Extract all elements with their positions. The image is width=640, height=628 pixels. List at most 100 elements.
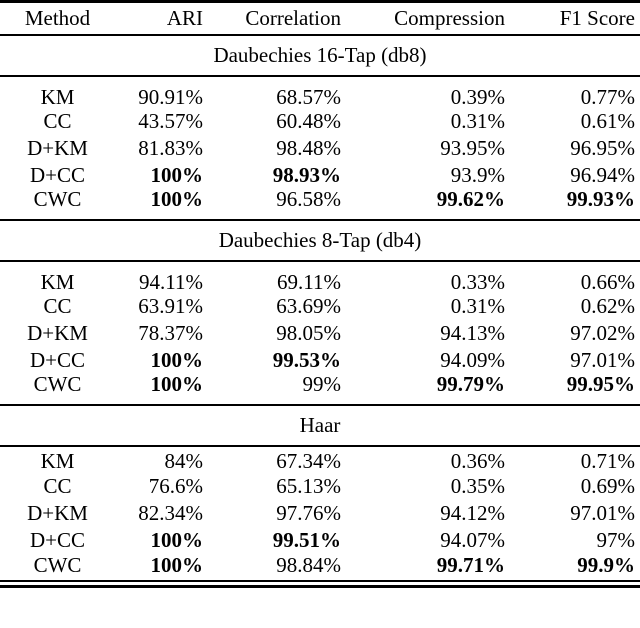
table-header: Method ARI Correlation Compression F1 Sc… <box>0 2 640 35</box>
section-title-db8: Daubechies 16-Tap (db8) <box>0 35 640 76</box>
correlation-cell: 98.48% <box>276 135 341 160</box>
method-cell: D+CC <box>29 162 86 187</box>
correlation-cell: 99.53% <box>272 347 341 372</box>
table-row: CWC 100% 99% 99.79% 99.95% <box>0 374 640 405</box>
correlation-cell: 98.93% <box>272 162 341 187</box>
method-cell: CWC <box>33 553 82 577</box>
results-table: Method ARI Correlation Compression F1 Sc… <box>0 0 640 581</box>
compression-cell: 0.39% <box>450 84 505 108</box>
table-row: CC 43.57% 60.48% 0.31% 0.61% <box>0 108 640 135</box>
f1-cell: 97.01% <box>570 500 635 525</box>
table-row: D+KM 81.83% 98.48% 93.95% 96.95% <box>0 135 640 162</box>
correlation-cell: 98.84% <box>276 553 341 577</box>
compression-cell: 93.9% <box>450 162 505 187</box>
method-cell: D+CC <box>29 347 86 372</box>
ari-cell: 100% <box>150 162 204 187</box>
ari-cell: 63.91% <box>138 293 203 318</box>
section-title-row: Daubechies 8-Tap (db4) <box>0 220 640 261</box>
ari-cell: 76.6% <box>148 473 203 498</box>
table-row: CC 76.6% 65.13% 0.35% 0.69% <box>0 473 640 500</box>
correlation-cell: 69.11% <box>277 269 341 293</box>
method-cell: D+KM <box>27 135 88 160</box>
f1-cell: 97.01% <box>570 347 635 372</box>
table-row: D+CC 100% 98.93% 93.9% 96.94% <box>0 162 640 189</box>
f1-cell: 0.71% <box>580 449 635 473</box>
table-row: D+CC 100% 99.53% 94.09% 97.01% <box>0 347 640 374</box>
col-header-correlation: Correlation <box>245 5 341 30</box>
compression-cell: 99.79% <box>436 373 505 396</box>
f1-cell: 97% <box>596 527 636 552</box>
ari-cell: 100% <box>150 527 204 552</box>
method-cell: D+CC <box>29 527 86 552</box>
method-cell: CC <box>43 293 72 318</box>
method-cell: CWC <box>33 188 82 211</box>
method-cell: CC <box>43 473 72 498</box>
compression-cell: 94.12% <box>440 500 505 525</box>
correlation-cell: 68.57% <box>276 84 341 108</box>
correlation-cell: 98.05% <box>276 320 341 345</box>
ari-cell: 81.83% <box>138 135 203 160</box>
f1-cell: 99.93% <box>566 188 635 211</box>
ari-cell: 100% <box>150 347 204 372</box>
f1-cell: 96.95% <box>570 135 635 160</box>
bottom-double-rule <box>0 584 640 588</box>
table-row: D+CC 100% 99.51% 94.07% 97% <box>0 527 640 554</box>
method-cell: D+KM <box>27 320 88 345</box>
method-cell: KM <box>40 449 75 473</box>
correlation-cell: 63.69% <box>276 293 341 318</box>
ari-cell: 100% <box>150 373 204 396</box>
compression-cell: 99.71% <box>436 553 505 577</box>
table-row: KM 90.91% 68.57% 0.39% 0.77% <box>0 76 640 108</box>
ari-cell: 90.91% <box>138 84 203 108</box>
section-title-haar: Haar <box>0 405 640 446</box>
f1-cell: 0.66% <box>580 269 635 293</box>
compression-cell: 0.35% <box>450 473 505 498</box>
compression-cell: 0.36% <box>450 449 505 473</box>
method-cell: CWC <box>33 373 82 396</box>
compression-cell: 94.07% <box>440 527 505 552</box>
ari-cell: 94.11% <box>139 269 203 293</box>
compression-cell: 94.13% <box>440 320 505 345</box>
table-row: KM 84% 67.34% 0.36% 0.71% <box>0 446 640 473</box>
ari-cell: 84% <box>164 449 204 473</box>
f1-cell: 99.95% <box>566 373 635 396</box>
f1-cell: 97.02% <box>570 320 635 345</box>
method-cell: KM <box>40 269 75 293</box>
ari-cell: 82.34% <box>138 500 203 525</box>
f1-cell: 96.94% <box>570 162 635 187</box>
method-cell: CC <box>43 108 72 133</box>
compression-cell: 0.31% <box>450 293 505 318</box>
compression-cell: 94.09% <box>440 347 505 372</box>
f1-cell: 0.62% <box>580 293 635 318</box>
correlation-cell: 99.51% <box>272 527 341 552</box>
table-row: CC 63.91% 63.69% 0.31% 0.62% <box>0 293 640 320</box>
ari-cell: 43.57% <box>138 108 203 133</box>
correlation-cell: 97.76% <box>276 500 341 525</box>
section-data-haar: KM 84% 67.34% 0.36% 0.71% CC 76.6% 65.13… <box>0 446 640 581</box>
section-title-row: Haar <box>0 405 640 446</box>
header-row: Method ARI Correlation Compression F1 Sc… <box>0 2 640 35</box>
col-header-compression: Compression <box>394 5 505 30</box>
ari-cell: 78.37% <box>138 320 203 345</box>
method-cell: KM <box>40 84 75 108</box>
compression-cell: 99.62% <box>436 188 505 211</box>
correlation-cell: 60.48% <box>276 108 341 133</box>
f1-cell: 0.69% <box>580 473 635 498</box>
table-row: CWC 100% 98.84% 99.71% 99.9% <box>0 554 640 581</box>
section-title-text: Daubechies 8-Tap (db4) <box>218 227 422 252</box>
section-title-row: Daubechies 16-Tap (db8) <box>0 35 640 76</box>
table-row: CWC 100% 96.58% 99.62% 99.93% <box>0 189 640 220</box>
correlation-cell: 65.13% <box>276 473 341 498</box>
section-title-text: Daubechies 16-Tap (db8) <box>213 42 427 67</box>
section-title-text: Haar <box>299 412 341 437</box>
f1-cell: 0.61% <box>580 108 635 133</box>
compression-cell: 0.33% <box>450 269 505 293</box>
compression-cell: 0.31% <box>450 108 505 133</box>
col-header-ari: ARI <box>166 5 203 30</box>
ari-cell: 100% <box>150 553 204 577</box>
table-row: D+KM 82.34% 97.76% 94.12% 97.01% <box>0 500 640 527</box>
correlation-cell: 96.58% <box>276 188 341 211</box>
section-data-db8: KM 90.91% 68.57% 0.39% 0.77% CC 43.57% 6… <box>0 76 640 220</box>
method-cell: D+KM <box>27 500 88 525</box>
